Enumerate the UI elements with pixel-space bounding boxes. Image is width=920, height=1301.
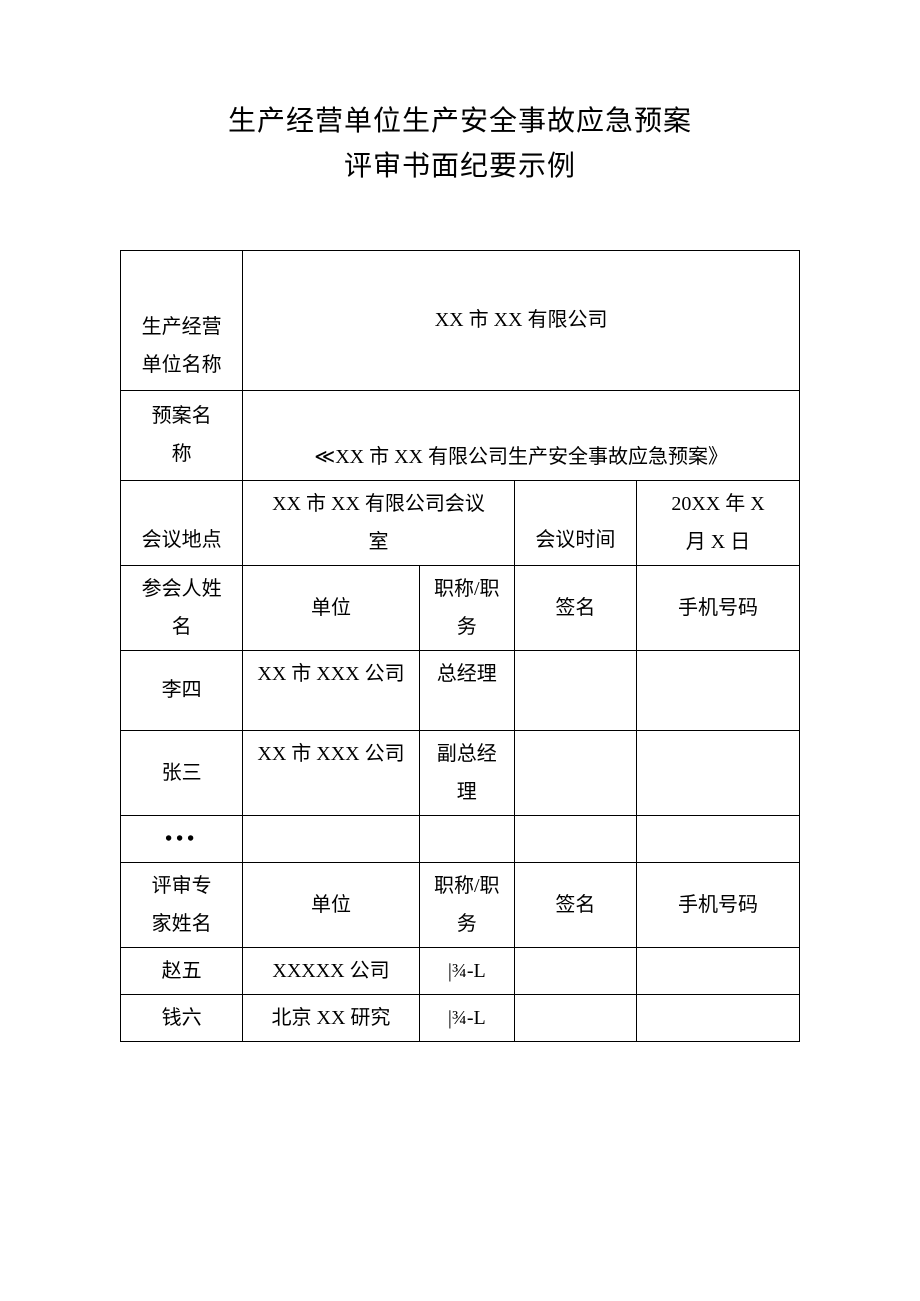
- value-company-name: XX 市 XX 有限公司: [243, 250, 800, 390]
- ellipsis: •••: [121, 815, 243, 862]
- empty-cell: [514, 815, 636, 862]
- table-row: 钱六 北京 XX 研究 |¾-L: [121, 994, 800, 1041]
- document-title: 生产经营单位生产安全事故应急预案 评审书面纪要示例: [120, 100, 800, 190]
- label-meeting-time: 会议时间: [514, 480, 636, 565]
- expert-name: 赵五: [121, 947, 243, 994]
- title-line-2: 评审书面纪要示例: [120, 145, 800, 190]
- attendee-title: 副总经理: [419, 730, 514, 815]
- expert-phone: [637, 947, 800, 994]
- attendee-phone: [637, 650, 800, 730]
- empty-cell: [243, 815, 420, 862]
- expert-title: |¾-L: [419, 947, 514, 994]
- header-signature: 签名: [514, 862, 636, 947]
- table-row: 赵五 XXXXX 公司 |¾-L: [121, 947, 800, 994]
- header-org: 单位: [243, 565, 420, 650]
- attendee-signature: [514, 730, 636, 815]
- header-attendee-name: 参会人姓名: [121, 565, 243, 650]
- expert-org: XXXXX 公司: [243, 947, 420, 994]
- header-phone: 手机号码: [637, 862, 800, 947]
- expert-signature: [514, 947, 636, 994]
- expert-signature: [514, 994, 636, 1041]
- table-row-ellipsis: •••: [121, 815, 800, 862]
- review-summary-table: 生产经营单位名称 XX 市 XX 有限公司 预案名称 ≪XX 市 XX 有限公司…: [120, 250, 800, 1042]
- table-row: 张三 XX 市 XXX 公司 副总经理: [121, 730, 800, 815]
- header-title-role: 职称/职务: [419, 862, 514, 947]
- attendee-org: XX 市 XXX 公司: [243, 730, 420, 815]
- header-expert-name: 评审专家姓名: [121, 862, 243, 947]
- expert-phone: [637, 994, 800, 1041]
- empty-cell: [637, 815, 800, 862]
- value-meeting-time: 20XX 年 X月 X 日: [637, 480, 800, 565]
- value-meeting-place: XX 市 XX 有限公司会议室: [243, 480, 515, 565]
- label-plan-name: 预案名称: [121, 390, 243, 480]
- header-phone: 手机号码: [637, 565, 800, 650]
- attendee-phone: [637, 730, 800, 815]
- expert-org: 北京 XX 研究: [243, 994, 420, 1041]
- value-plan-name: ≪XX 市 XX 有限公司生产安全事故应急预案》: [243, 390, 800, 480]
- label-meeting-place: 会议地点: [121, 480, 243, 565]
- title-line-1: 生产经营单位生产安全事故应急预案: [120, 100, 800, 145]
- expert-title: |¾-L: [419, 994, 514, 1041]
- header-title-role: 职称/职务: [419, 565, 514, 650]
- attendee-org: XX 市 XXX 公司: [243, 650, 420, 730]
- table-row: 李四 XX 市 XXX 公司 总经理: [121, 650, 800, 730]
- attendee-name: 李四: [121, 650, 243, 730]
- header-signature: 签名: [514, 565, 636, 650]
- expert-name: 钱六: [121, 994, 243, 1041]
- attendee-name: 张三: [121, 730, 243, 815]
- attendee-title: 总经理: [419, 650, 514, 730]
- label-company-name: 生产经营单位名称: [121, 250, 243, 390]
- attendee-signature: [514, 650, 636, 730]
- empty-cell: [419, 815, 514, 862]
- header-org: 单位: [243, 862, 420, 947]
